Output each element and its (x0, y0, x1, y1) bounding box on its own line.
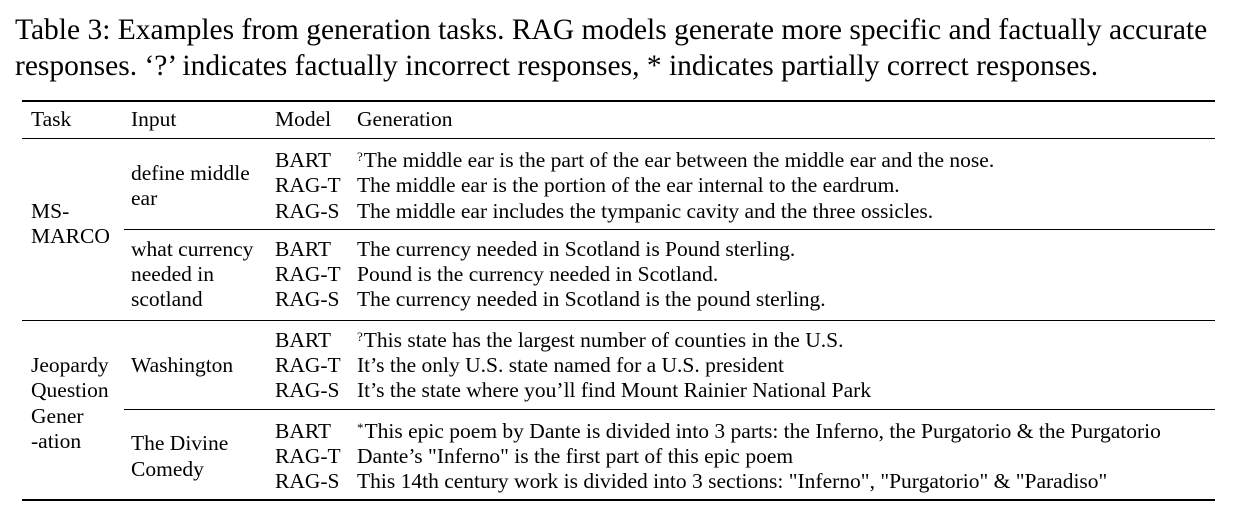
generation-cell: The middle ear includes the tympanic cav… (357, 199, 934, 223)
generation-cell: The currency needed in Scotland is the p… (357, 287, 826, 311)
generation-cell: *This epic poem by Dante is divided into… (357, 419, 1161, 444)
caption-line-1: Table 3: Examples from generation tasks.… (15, 14, 1208, 46)
header-task: Task (31, 107, 72, 131)
model-cell: RAG-T (275, 173, 341, 197)
input-currency-line-1: what currency (131, 237, 254, 261)
model-cell: RAG-S (275, 199, 340, 223)
model-cell: RAG-S (275, 469, 340, 493)
incorrect-mark: ? (357, 329, 363, 344)
task-jeopardy-line-2: Question (31, 378, 109, 402)
model-cell: RAG-S (275, 287, 340, 311)
header-input: Input (131, 107, 177, 131)
model-cell: RAG-T (275, 262, 341, 286)
input-currency-line-3: scotland (131, 287, 203, 311)
group2-example-divider (124, 409, 1215, 410)
table-caption: Table 3: Examples from generation tasks.… (15, 12, 1245, 84)
input-divine-comedy-line-1: The Divine (131, 431, 229, 455)
generation-cell: ?The middle ear is the part of the ear b… (357, 148, 994, 173)
header-rule (22, 138, 1215, 139)
input-washington: Washington (131, 353, 234, 377)
task-jeopardy-line-1: Jeopardy (31, 353, 109, 377)
partial-mark: * (357, 420, 364, 435)
bottom-rule (22, 499, 1215, 501)
generation-cell: The currency needed in Scotland is Pound… (357, 237, 796, 261)
generation-cell: This 14th century work is divided into 3… (357, 469, 1108, 493)
task-jeopardy-line-3: Gener (31, 404, 84, 428)
generation-cell: Dante’s "Inferno" is the first part of t… (357, 444, 794, 468)
generation-text: This state has the largest number of cou… (363, 328, 844, 352)
generation-cell: ?This state has the largest number of co… (357, 328, 843, 353)
generation-cell: It’s the only U.S. state named for a U.S… (357, 353, 784, 377)
task-msmarco-line-1: MS- (31, 199, 70, 223)
generation-text: This epic poem by Dante is divided into … (364, 419, 1161, 443)
input-divine-comedy-line-2: Comedy (131, 457, 204, 481)
group1-example-divider (124, 229, 1215, 230)
generation-text: The middle ear is the part of the ear be… (363, 148, 995, 172)
header-generation: Generation (357, 107, 453, 131)
top-rule (22, 100, 1215, 102)
model-cell: RAG-T (275, 444, 341, 468)
model-cell: RAG-T (275, 353, 341, 377)
model-cell: BART (275, 419, 332, 443)
task-jeopardy-line-4: -ation (31, 429, 82, 453)
model-cell: RAG-S (275, 378, 340, 402)
task-msmarco-line-2: MARCO (31, 224, 110, 248)
model-cell: BART (275, 148, 332, 172)
model-cell: BART (275, 328, 332, 352)
input-define-middle-ear-line-1: define middle (131, 161, 250, 185)
header-model: Model (275, 107, 332, 131)
input-define-middle-ear-line-2: ear (131, 186, 158, 210)
generation-cell: It’s the state where you’ll find Mount R… (357, 378, 872, 402)
group-divider (22, 320, 1215, 321)
incorrect-mark: ? (357, 149, 363, 164)
caption-line-2: responses. ‘?’ indicates factually incor… (15, 50, 1099, 82)
input-currency-line-2: needed in (131, 262, 214, 286)
generation-cell: The middle ear is the portion of the ear… (357, 173, 900, 197)
generation-cell: Pound is the currency needed in Scotland… (357, 262, 719, 286)
model-cell: BART (275, 237, 332, 261)
